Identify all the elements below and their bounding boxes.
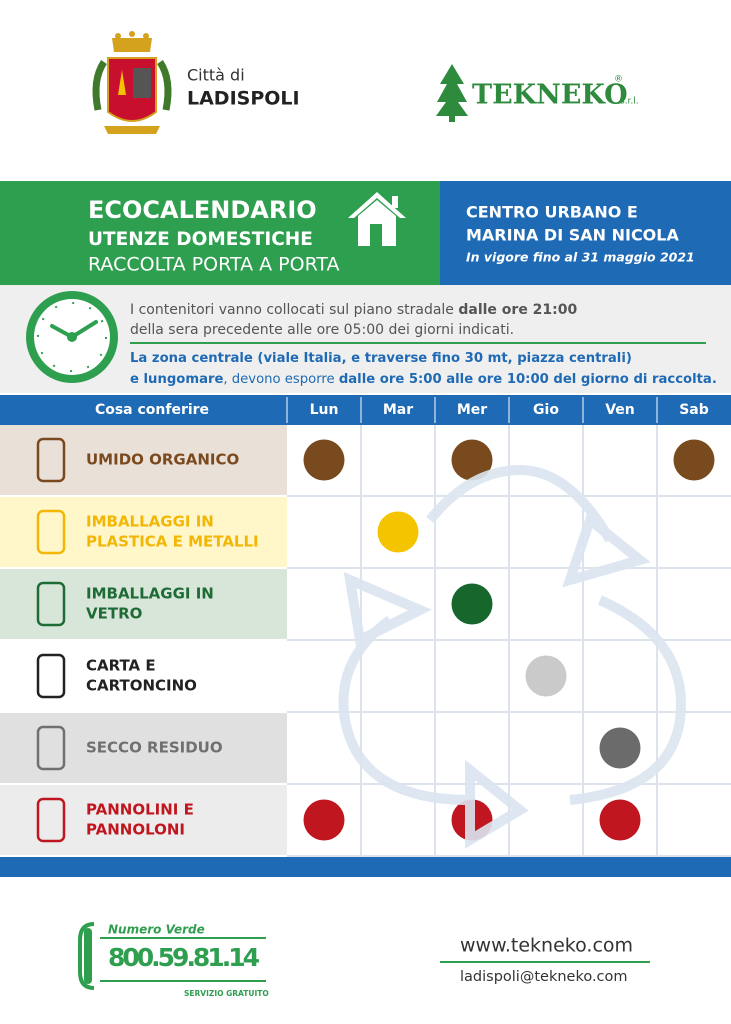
row-label: IMBALLAGGI IN bbox=[86, 513, 214, 531]
day-label: Mer bbox=[457, 402, 487, 418]
clock-icon bbox=[26, 291, 118, 383]
collection-dot bbox=[303, 799, 345, 841]
collection-dot bbox=[377, 511, 419, 553]
row-label-bg bbox=[0, 425, 287, 495]
row-label-bg bbox=[0, 641, 287, 711]
city-prefix: Città di bbox=[187, 66, 245, 85]
collection-dot bbox=[451, 439, 493, 481]
day-label: Mar bbox=[383, 402, 413, 418]
day-label: Gio bbox=[533, 402, 559, 418]
day-label: Lun bbox=[310, 402, 339, 418]
notice-segment: I contenitori vanno collocati sul piano … bbox=[130, 302, 458, 318]
banner-subtitle2: RACCOLTA PORTA A PORTA bbox=[88, 254, 340, 276]
crest bbox=[92, 31, 172, 134]
notice-segment: , devono esporre bbox=[223, 372, 338, 387]
notice-line: I contenitori vanno collocati sul piano … bbox=[130, 302, 578, 318]
area-line: CENTRO URBANO E bbox=[466, 203, 638, 222]
collection-dot bbox=[599, 727, 641, 769]
collection-dot bbox=[451, 583, 493, 625]
recycle-watermark bbox=[338, 464, 686, 849]
notice-line: e lungomare, devono esporre dalle ore 5:… bbox=[130, 372, 717, 387]
banner-title: ECOCALENDARIO bbox=[88, 196, 317, 224]
row-label-bg bbox=[0, 497, 287, 567]
row-label: SECCO RESIDUO bbox=[86, 739, 223, 757]
row-label: PANNOLINI E bbox=[86, 801, 194, 819]
banner-subtitle: UTENZE DOMESTICHE bbox=[88, 229, 313, 250]
row-label-bg bbox=[0, 569, 287, 639]
phone-label: Numero Verde bbox=[108, 923, 205, 937]
phone-number: 800.59.81.14 bbox=[108, 943, 260, 972]
city-name: LADISPOLI bbox=[187, 88, 300, 110]
notice-segment: della sera precedente alle ore 05:00 dei… bbox=[130, 322, 514, 338]
row-icon bbox=[36, 725, 66, 771]
house-icon bbox=[348, 192, 406, 246]
collection-dot bbox=[673, 439, 715, 481]
day-label: Sab bbox=[679, 402, 709, 418]
row-label: PANNOLONI bbox=[86, 821, 185, 839]
notice-segment: La zona centrale (viale Italia, e traver… bbox=[130, 351, 632, 366]
row-label-bg bbox=[0, 713, 287, 783]
row-label: UMIDO ORGANICO bbox=[86, 451, 239, 469]
banner-blue bbox=[440, 181, 731, 285]
notice-line: La zona centrale (viale Italia, e traver… bbox=[130, 351, 632, 366]
day-label: Ven bbox=[605, 402, 635, 418]
table-header-label: Cosa conferire bbox=[95, 402, 209, 418]
website: www.tekneko.com bbox=[460, 935, 633, 957]
row-icon bbox=[36, 437, 66, 483]
table-footer-bar bbox=[0, 857, 731, 877]
row-label: VETRO bbox=[86, 605, 142, 623]
row-label-bg bbox=[0, 785, 287, 855]
row-icon bbox=[36, 797, 66, 843]
row-icon bbox=[36, 653, 66, 699]
validity: In vigore fino al 31 maggio 2021 bbox=[466, 250, 695, 265]
notice-segment: dalle ore 5:00 alle ore 10:00 del giorno… bbox=[339, 372, 717, 387]
brand: TEKNEKO bbox=[472, 80, 628, 111]
notice-segment: dalle ore 21:00 bbox=[458, 302, 577, 318]
collection-dot bbox=[525, 655, 567, 697]
row-label: CARTONCINO bbox=[86, 677, 197, 695]
notice-line: della sera precedente alle ore 05:00 dei… bbox=[130, 322, 514, 338]
email: ladispoli@tekneko.com bbox=[460, 969, 628, 985]
area-line: MARINA DI SAN NICOLA bbox=[466, 226, 679, 245]
brand-suffix: s.r.l. bbox=[620, 97, 639, 107]
registered: ® bbox=[614, 75, 623, 85]
phone-note: SERVIZIO GRATUITO bbox=[184, 989, 269, 998]
row-label: PLASTICA E METALLI bbox=[86, 533, 259, 551]
notice-segment: e lungomare bbox=[130, 372, 223, 387]
collection-dot bbox=[303, 439, 345, 481]
collection-dot bbox=[599, 799, 641, 841]
table-header-bg bbox=[0, 395, 731, 425]
row-icon bbox=[36, 509, 66, 555]
row-label: IMBALLAGGI IN bbox=[86, 585, 214, 603]
phone-box bbox=[78, 922, 266, 990]
notice-bg bbox=[0, 285, 731, 393]
row-label: CARTA E bbox=[86, 657, 156, 675]
tree-logo bbox=[436, 64, 468, 122]
row-icon bbox=[36, 581, 66, 627]
